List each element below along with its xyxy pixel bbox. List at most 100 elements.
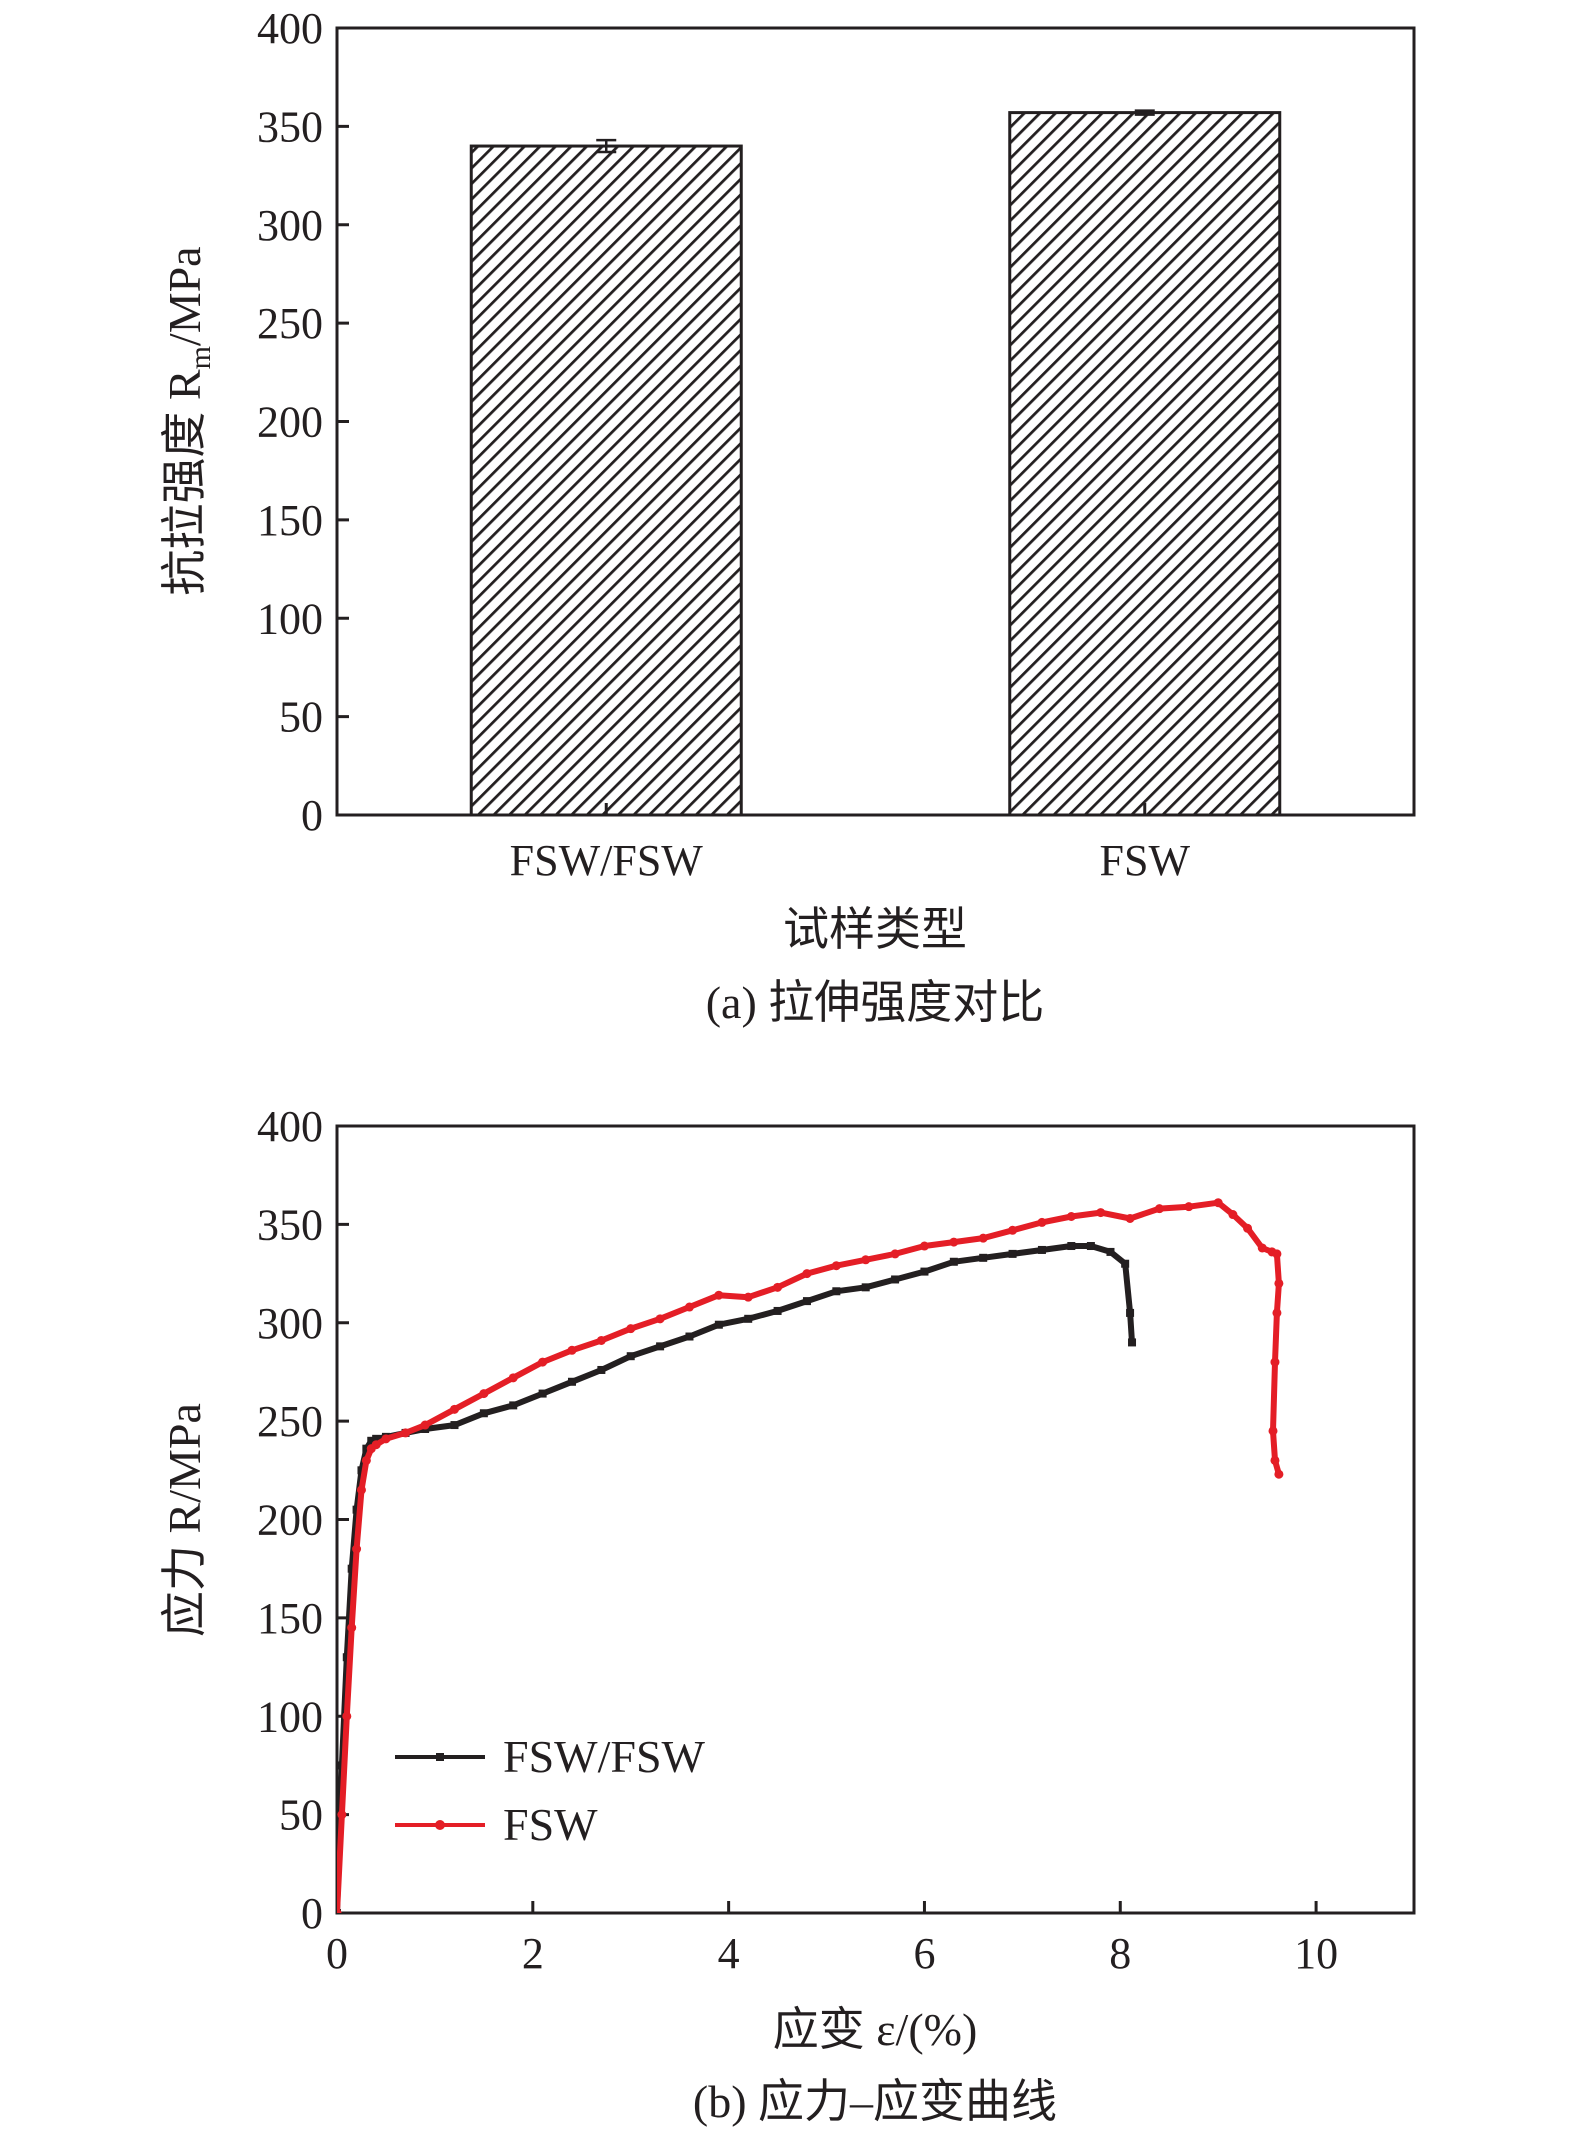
data-point xyxy=(1213,1198,1223,1208)
data-point xyxy=(978,1233,988,1243)
data-point xyxy=(347,1623,357,1633)
data-point xyxy=(1257,1243,1267,1253)
data-point xyxy=(1067,1242,1076,1251)
data-point xyxy=(1274,1278,1284,1288)
data-point xyxy=(596,1335,606,1345)
data-point xyxy=(538,1357,548,1367)
y-tick-label: 400 xyxy=(257,4,323,53)
data-point xyxy=(567,1345,577,1355)
legend-label: FSW/FSW xyxy=(503,1731,706,1782)
data-point xyxy=(1125,1213,1135,1223)
y-axis-ticks: 0 50 100 150 200 250 300 350 400 xyxy=(257,1102,349,1938)
data-point xyxy=(337,1908,342,1913)
data-point xyxy=(337,1810,347,1820)
bar xyxy=(469,144,743,817)
y-tick-label: 50 xyxy=(279,1791,323,1840)
data-point xyxy=(1272,1249,1282,1259)
y-tick-label: 50 xyxy=(279,693,323,742)
y-tick-label: 350 xyxy=(257,102,323,151)
data-point xyxy=(371,1440,381,1450)
data-point xyxy=(919,1241,929,1251)
legend-marker xyxy=(436,1753,444,1761)
data-point xyxy=(1008,1249,1017,1258)
series-lines xyxy=(337,1198,1284,1913)
data-point xyxy=(832,1287,841,1296)
data-point xyxy=(450,1421,459,1430)
data-point xyxy=(949,1257,958,1266)
data-point xyxy=(1270,1455,1280,1465)
bar-chart-panel: 0 50 100 150 200 250 300 350 400 FSW/FSW FSW 抗拉强度… xyxy=(159,4,1416,1028)
y-tick-label: 150 xyxy=(257,1594,323,1643)
data-point xyxy=(1121,1259,1130,1268)
data-point xyxy=(509,1401,518,1410)
data-point xyxy=(890,1249,900,1259)
line-chart-panel: 0 50 100 150 200 250 300 350 400 0 2 4 6 8 10 FSW/FSW… xyxy=(159,1102,1416,2127)
data-point xyxy=(449,1404,459,1414)
legend-label: FSW xyxy=(503,1799,598,1850)
data-point xyxy=(1228,1210,1238,1220)
data-point xyxy=(352,1505,361,1514)
data-point xyxy=(479,1409,488,1418)
y-tick-label: 400 xyxy=(257,1102,323,1151)
data-point xyxy=(356,1485,366,1495)
x-axis-ticks: 0 2 4 6 8 10 xyxy=(326,1901,1338,1978)
data-point xyxy=(362,1444,371,1453)
data-point xyxy=(1268,1426,1278,1436)
x-tick-label: 2 xyxy=(522,1929,544,1978)
x-tick-label: FSW/FSW xyxy=(510,836,704,885)
data-point xyxy=(1154,1204,1164,1214)
data-point xyxy=(626,1352,635,1361)
data-point xyxy=(1096,1208,1106,1218)
data-point xyxy=(1128,1338,1137,1347)
x-axis-title: 试样类型 xyxy=(783,904,967,955)
x-tick-label: 10 xyxy=(1294,1929,1338,1978)
x-tick-label: 4 xyxy=(718,1929,740,1978)
legend: FSW/FSW FSW xyxy=(395,1731,706,1850)
data-point xyxy=(949,1237,959,1247)
legend-marker xyxy=(435,1820,445,1830)
data-point xyxy=(1270,1357,1280,1367)
data-point xyxy=(1037,1245,1046,1254)
data-point xyxy=(361,1455,371,1465)
data-point xyxy=(979,1253,988,1262)
data-point xyxy=(891,1275,900,1284)
data-point xyxy=(861,1255,871,1265)
data-point xyxy=(1008,1225,1018,1235)
data-point xyxy=(802,1269,812,1279)
data-point xyxy=(802,1297,811,1306)
data-point xyxy=(1126,1308,1135,1317)
series-line xyxy=(337,1199,1282,1913)
data-point xyxy=(714,1320,723,1329)
data-point xyxy=(773,1306,782,1315)
data-point xyxy=(831,1261,841,1271)
y-tick-label: 100 xyxy=(257,1692,323,1741)
y-tick-label: 250 xyxy=(257,1397,323,1446)
data-point xyxy=(479,1389,489,1399)
y-axis-title-subscript: m xyxy=(184,346,217,369)
data-point xyxy=(1272,1308,1282,1318)
data-point xyxy=(1106,1247,1115,1256)
data-point xyxy=(567,1377,576,1386)
data-point xyxy=(1243,1223,1253,1233)
y-axis-title-main: 抗拉强度 R xyxy=(159,369,210,596)
y-tick-label: 350 xyxy=(257,1200,323,1249)
data-point xyxy=(655,1314,665,1324)
data-point xyxy=(684,1302,694,1312)
data-point xyxy=(1037,1217,1047,1227)
y-tick-label: 0 xyxy=(301,1889,323,1938)
data-point xyxy=(714,1290,724,1300)
x-tick-label: FSW xyxy=(1100,836,1191,885)
y-tick-label: 150 xyxy=(257,496,323,545)
data-point xyxy=(347,1564,356,1573)
y-tick-label: 300 xyxy=(257,1299,323,1348)
panel-caption: (a) 拉伸强度对比 xyxy=(706,977,1045,1028)
y-tick-label: 200 xyxy=(257,398,323,447)
bar xyxy=(1008,111,1282,817)
data-point xyxy=(372,1434,381,1443)
data-point xyxy=(357,1466,366,1475)
x-axis-title: 应变 ε/(%) xyxy=(773,2004,978,2055)
data-point xyxy=(1066,1212,1076,1222)
data-point xyxy=(381,1434,391,1444)
y-axis-title: 应力 R/MPa xyxy=(159,1403,210,1637)
